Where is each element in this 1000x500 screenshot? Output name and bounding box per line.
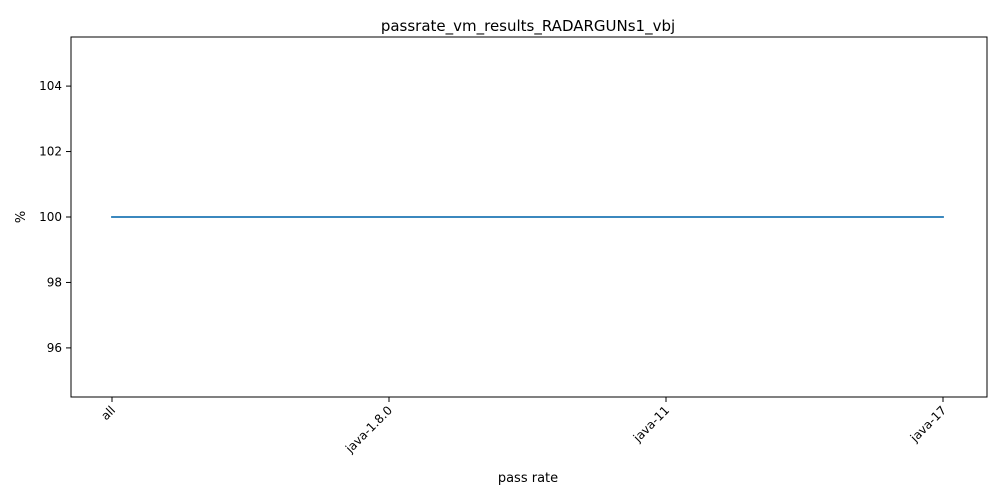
y-axis-ticks: 96 98 100 102 104	[39, 79, 71, 355]
x-tick-label: all	[98, 403, 118, 423]
y-tick-label: 102	[39, 145, 62, 159]
x-axis-ticks: all java-1.8.0 java-11 java-17	[98, 397, 949, 456]
y-tick-label: 96	[47, 341, 62, 355]
y-tick-label: 100	[39, 210, 62, 224]
x-tick-label: java-11	[630, 403, 672, 445]
x-tick-label: java-1.8.0	[342, 403, 395, 456]
x-axis-label: pass rate	[498, 471, 558, 486]
x-tick-label: java-17	[907, 403, 949, 445]
y-tick-label: 98	[47, 275, 62, 289]
y-axis-label: %	[14, 211, 29, 223]
y-tick-label: 104	[39, 79, 62, 93]
chart-title: passrate_vm_results_RADARGUNs1_vbj	[381, 17, 675, 36]
